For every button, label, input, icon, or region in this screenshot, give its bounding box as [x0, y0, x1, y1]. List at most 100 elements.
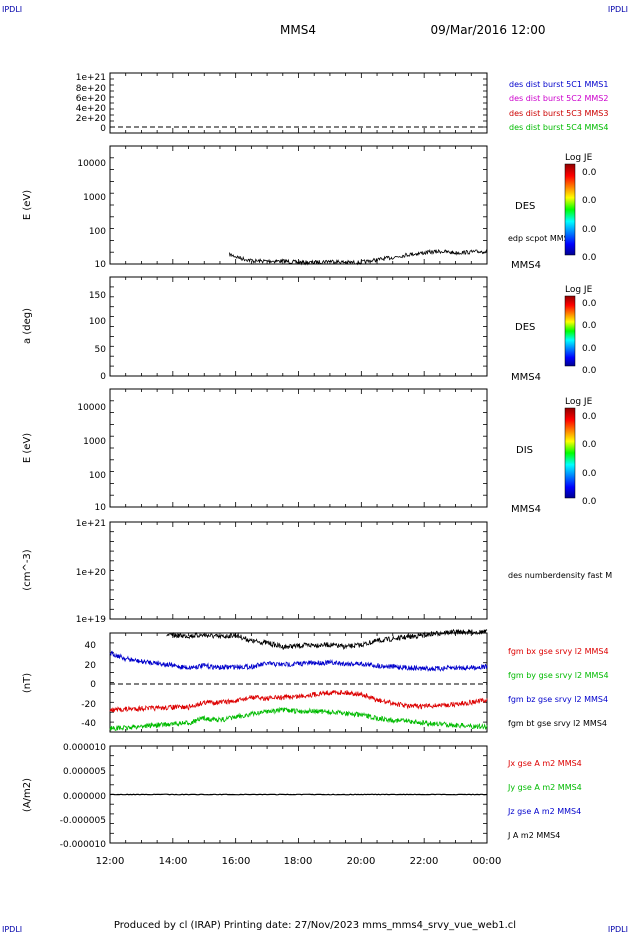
ytick-p1-2: 6e+20	[76, 94, 107, 104]
panel-frame-4	[109, 388, 488, 508]
ytick-p2-2: 100	[89, 227, 106, 237]
panel-frame-2	[109, 145, 488, 265]
ytick-p6-0: 40	[85, 641, 97, 651]
colorbar-3-tick-0: 0.0	[582, 412, 597, 422]
legend-p7-1: Jy gse A m2 MMS4	[507, 783, 582, 792]
colorbar-1-tick-0: 0.0	[582, 168, 597, 178]
sc-label-p4: MMS4	[511, 504, 541, 515]
series-edp-scpot-mms4	[229, 248, 488, 266]
colorbar-gradient-2	[564, 295, 576, 367]
legend-p1-1: des dist burst 5C2 MMS2	[509, 94, 608, 103]
colorbar-2-tick-1: 0.0	[582, 321, 597, 331]
ytick-p1-0: 1e+21	[76, 73, 106, 83]
colorbar-1-tick-1: 0.0	[582, 196, 597, 206]
colorbar-2-tick-2: 0.0	[582, 344, 597, 354]
xtick-6: 00:00	[473, 856, 502, 867]
ytick-p3-1: 100	[89, 317, 106, 327]
data-series	[109, 248, 488, 796]
ytick-p2-3: 10	[95, 260, 107, 270]
xtick-3: 18:00	[284, 856, 313, 867]
panel-frame-3	[109, 276, 488, 377]
legend-p7-3: J A m2 MMS4	[507, 831, 560, 840]
panel-frame-5	[109, 521, 488, 620]
ylabel-p2: E (eV)	[22, 190, 33, 220]
legend-p1-2: des dist burst 5C3 MMS3	[509, 109, 608, 118]
colorbar-gradient-1	[564, 163, 576, 256]
series-fgm-by-gse-srvy-l2-mms4	[109, 706, 488, 731]
ytick-p1-1: 8e+20	[76, 84, 107, 94]
sc-label-p2: MMS4	[511, 260, 541, 271]
xtick-4: 20:00	[347, 856, 376, 867]
axis-tick-marks	[109, 72, 488, 844]
ytick-p5-0: 1e+21	[76, 519, 106, 529]
legend-p1-0: des dist burst 5C1 MMS1	[509, 80, 608, 89]
colorbar-label-1: Log JE	[565, 153, 593, 163]
side-label-p2: DES	[515, 201, 535, 212]
side-label-p4: DIS	[516, 445, 533, 456]
ytick-p2-1: 1000	[83, 193, 106, 203]
legend-p1-3: des dist burst 5C4 MMS4	[509, 123, 608, 132]
colorbar-2: Log JE 0.0 0.0 0.0 0.0	[564, 285, 597, 376]
series-j-a-m2-mms4	[109, 793, 488, 796]
ytick-p1-5: 0	[100, 124, 106, 134]
ytick-p5-1: 1e+20	[76, 568, 107, 578]
side-label-p5: des numberdensity fast M	[508, 571, 612, 580]
legend-p6-1: fgm by gse srvy l2 MMS4	[508, 671, 609, 680]
xtick-2: 16:00	[222, 856, 251, 867]
ytick-p1-4: 2e+20	[76, 114, 107, 124]
datetime-title: 09/Mar/2016 12:00	[431, 23, 546, 37]
colorbar-1-tick-2: 0.0	[582, 225, 597, 235]
legend-p6-0: fgm bx gse srvy l2 MMS4	[508, 647, 609, 656]
ytick-p6-4: -40	[81, 719, 96, 729]
panel-frame-1	[109, 72, 488, 134]
colorbar-1: Log JE 0.0 0.0 0.0 0.0	[564, 153, 597, 263]
legend-p7-0: Jx gse A m2 MMS4	[507, 759, 582, 768]
footer-text: Produced by cl (IRAP) Printing date: 27/…	[114, 920, 516, 931]
legend-p6-3: fgm bt gse srvy l2 MMS4	[508, 719, 607, 728]
ylabel-p5: (cm^-3)	[22, 549, 33, 590]
ytick-p4-0: 10000	[77, 403, 106, 413]
ytick-p4-1: 1000	[83, 437, 106, 447]
series-fgm-bx-gse-srvy-l2-mms4	[109, 689, 488, 713]
extra-label-p2: edp scpot MMS4	[508, 234, 574, 243]
series-fgm-bz-gse-srvy-l2-mms4	[109, 650, 488, 673]
colorbar-3-tick-1: 0.0	[582, 440, 597, 450]
ytick-p6-3: -20	[81, 700, 96, 710]
ytick-p3-2: 50	[95, 345, 107, 355]
ytick-p4-2: 100	[89, 471, 106, 481]
ylabel-p4: E (eV)	[22, 433, 33, 463]
colorbar-1-tick-3: 0.0	[582, 253, 597, 263]
ytick-p1-3: 4e+20	[76, 104, 107, 114]
corner-label-br: IPDLI	[608, 925, 628, 934]
colorbar-3-tick-3: 0.0	[582, 497, 597, 507]
xtick-5: 22:00	[410, 856, 439, 867]
colorbar-label-2: Log JE	[565, 285, 593, 295]
colorbar-2-tick-3: 0.0	[582, 366, 597, 376]
sc-label-p3: MMS4	[511, 372, 541, 383]
ytick-p6-1: 20	[85, 661, 97, 671]
ylabel-p7: (A/m2)	[22, 778, 33, 812]
colorbar-gradient-3	[564, 407, 576, 499]
colorbar-3: Log JE 0.0 0.0 0.0 0.0	[564, 397, 597, 507]
colorbar-2-tick-0: 0.0	[582, 299, 597, 309]
ytick-p5-2: 1e+19	[76, 615, 107, 625]
side-label-p3: DES	[515, 322, 535, 333]
ytick-p7-0: 0.000010	[63, 743, 106, 753]
ytick-p2-0: 10000	[77, 159, 106, 169]
xtick-0: 12:00	[96, 856, 125, 867]
colorbar-label-3: Log JE	[565, 397, 593, 407]
ytick-p7-2: 0.000000	[63, 792, 106, 802]
ytick-p4-3: 10	[95, 503, 107, 513]
corner-label-tr: IPDLI	[608, 5, 628, 14]
series-fgm-bt-gse-srvy-l2-mms4	[166, 628, 488, 650]
corner-label-tl: IPDLI	[2, 5, 22, 14]
ytick-p7-1: 0.000005	[63, 767, 106, 777]
ytick-p3-3: 0	[100, 372, 106, 382]
ytick-p3-0: 150	[89, 291, 106, 301]
legend-p7-2: Jz gse A m2 MMS4	[507, 807, 581, 816]
colorbar-3-tick-2: 0.0	[582, 469, 597, 479]
ytick-p7-4: -0.000010	[60, 840, 106, 850]
panel-frame-6	[109, 632, 488, 733]
ylabel-p3: a (deg)	[22, 308, 33, 344]
